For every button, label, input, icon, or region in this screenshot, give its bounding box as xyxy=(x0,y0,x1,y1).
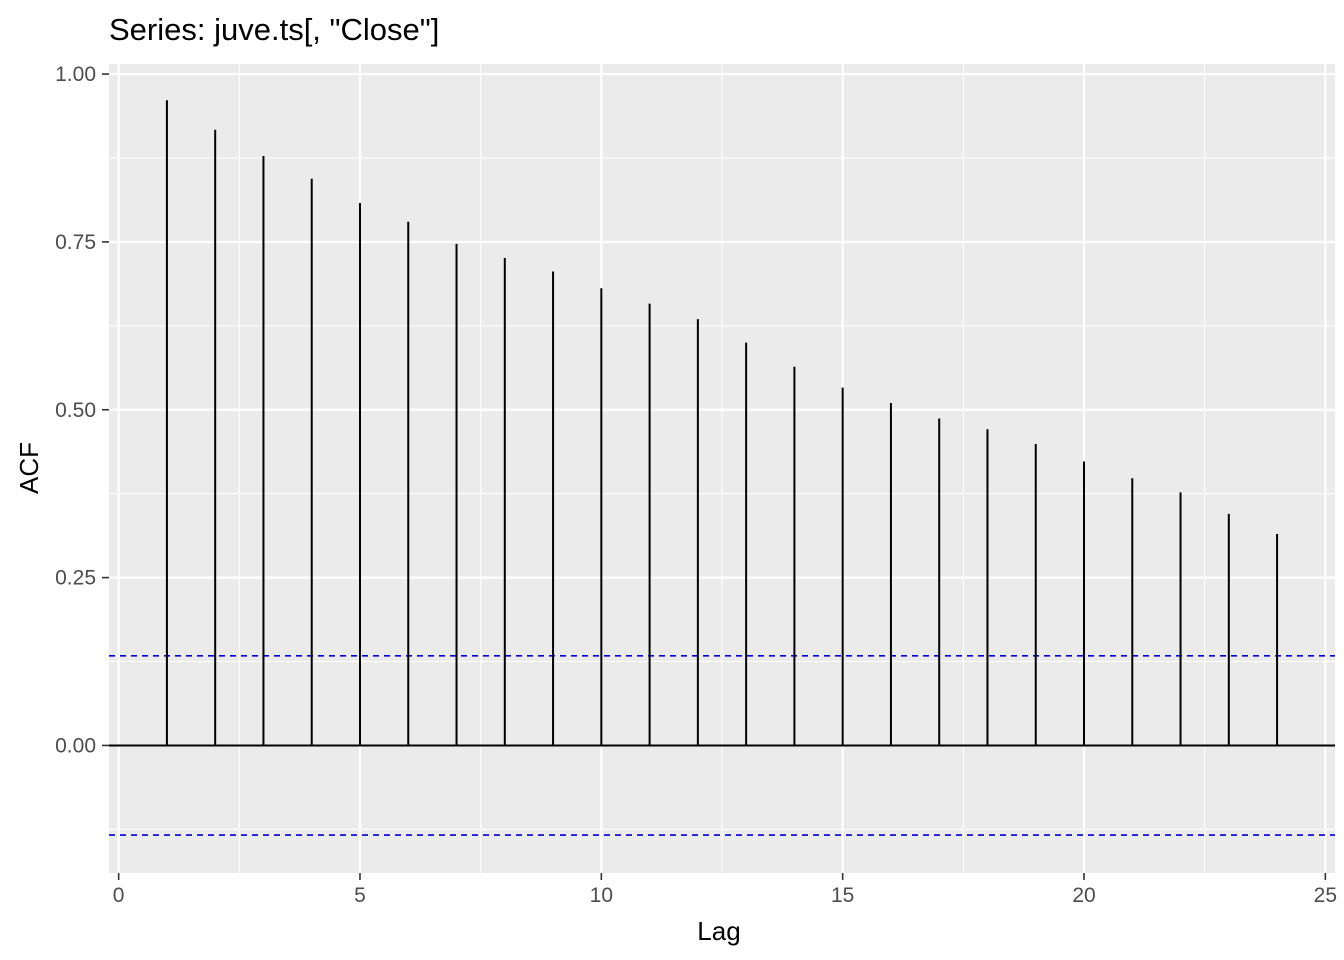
y-tick-label: 0.00 xyxy=(55,734,96,757)
x-tick-label: 15 xyxy=(831,884,854,907)
y-tick-label: 0.75 xyxy=(55,231,96,254)
x-axis-ticks: 0 5 10 15 20 25 xyxy=(113,873,1337,907)
x-tick-label: 25 xyxy=(1314,884,1337,907)
x-tick-label: 10 xyxy=(590,884,613,907)
x-tick-label: 20 xyxy=(1072,884,1095,907)
minor-gridlines xyxy=(109,64,1335,873)
x-tick-label: 0 xyxy=(113,884,125,907)
chart-title: Series: juve.ts[, "Close"] xyxy=(109,12,439,47)
y-tick-label: 0.50 xyxy=(55,399,96,422)
x-axis-title: Lag xyxy=(697,916,740,946)
y-tick-label: 0.25 xyxy=(55,567,96,590)
y-axis-title: ACF xyxy=(14,442,44,494)
y-tick-label: 1.00 xyxy=(55,63,96,86)
y-axis-ticks: 0.00 0.25 0.50 0.75 1.00 xyxy=(55,63,109,757)
acf-bars xyxy=(165,100,1279,746)
x-tick-label: 5 xyxy=(354,884,366,907)
